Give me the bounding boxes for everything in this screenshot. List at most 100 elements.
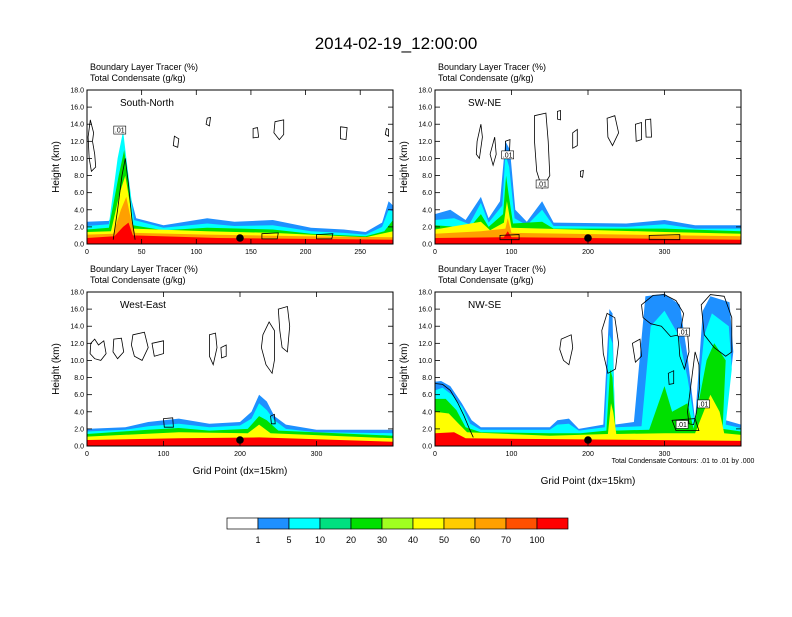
y-axis-label: Height (km) xyxy=(51,141,62,193)
x-tick-label: 0 xyxy=(85,451,89,458)
condensate-contour xyxy=(687,351,701,426)
condensate-contour xyxy=(205,116,211,127)
condensate-footnote: Total Condensate Contours: .01 to .01 by… xyxy=(612,458,755,465)
condensate-contour xyxy=(435,383,474,438)
condensate-contour xyxy=(209,332,218,366)
x-tick-label: 300 xyxy=(311,451,323,458)
panel-subtitle-condensate: Total Condensate (g/kg) xyxy=(438,275,534,285)
panel-subtitle-tracer: Boundary Layer Tracer (%) xyxy=(90,264,198,274)
colorbar-swatch xyxy=(319,517,352,530)
colorbar-label: 40 xyxy=(408,535,418,545)
y-tick-label: 10.0 xyxy=(418,156,432,163)
location-marker xyxy=(236,436,244,444)
condensate-contour xyxy=(606,115,620,147)
y-tick-label: 6.0 xyxy=(422,190,432,197)
y-tick-label: 8.0 xyxy=(422,173,432,180)
y-axis-label: Height (km) xyxy=(399,343,410,395)
panel-3: Boundary Layer Tracer (%)Total Condensat… xyxy=(51,264,394,477)
colorbar-swatch xyxy=(381,517,414,530)
x-tick-label: 50 xyxy=(138,249,146,256)
colorbar-label: 5 xyxy=(286,535,291,545)
colorbar-label: 70 xyxy=(501,535,511,545)
y-tick-label: 2.0 xyxy=(422,224,432,231)
colorbar-label: 60 xyxy=(470,535,480,545)
y-tick-label: 8.0 xyxy=(74,375,84,382)
contour-label-box xyxy=(113,125,127,135)
x-tick-label: 100 xyxy=(158,451,170,458)
colorbar-label: 20 xyxy=(346,535,356,545)
contour-label: .01 xyxy=(677,422,687,429)
condensate-contour xyxy=(87,119,97,173)
panel-2: Boundary Layer Tracer (%)Total Condensat… xyxy=(399,62,742,256)
x-tick-label: 150 xyxy=(245,249,257,256)
colorbar-swatch xyxy=(474,517,507,530)
y-tick-label: 2.0 xyxy=(74,224,84,231)
condensate-contour xyxy=(499,234,520,241)
condensate-contour xyxy=(340,126,348,141)
colorbar-label: 50 xyxy=(439,535,449,545)
contour-label: .01 xyxy=(699,401,709,408)
condensate-contour xyxy=(260,321,275,375)
x-tick-label: 0 xyxy=(85,249,89,256)
y-tick-label: 14.0 xyxy=(418,122,432,129)
location-marker xyxy=(584,234,592,242)
y-tick-label: 0.0 xyxy=(422,444,432,451)
y-tick-label: 10.0 xyxy=(70,156,84,163)
colorbar-swatch xyxy=(505,517,538,530)
contour-label-box xyxy=(697,399,710,409)
colorbar-swatch xyxy=(257,517,290,530)
colorbar-swatch xyxy=(412,517,445,530)
y-tick-label: 2.0 xyxy=(74,426,84,433)
y-tick-label: 18.0 xyxy=(418,290,432,297)
contour-label: .01 xyxy=(679,330,689,337)
condensate-contour xyxy=(220,344,227,359)
panels-group: Boundary Layer Tracer (%)Total Condensat… xyxy=(51,62,742,487)
tracer-fill xyxy=(87,394,393,446)
condensate-contour xyxy=(89,338,107,361)
y-tick-label: 0.0 xyxy=(74,242,84,249)
y-tick-label: 16.0 xyxy=(70,307,84,314)
y-tick-label: 4.0 xyxy=(74,409,84,416)
contour-label-box xyxy=(535,179,549,189)
x-tick-label: 100 xyxy=(190,249,202,256)
panel-subtitle-condensate: Total Condensate (g/kg) xyxy=(438,73,534,83)
colorbar-swatch xyxy=(443,517,476,530)
contour-label-box xyxy=(675,420,689,429)
condensate-contour xyxy=(634,121,642,142)
condensate-contour xyxy=(580,169,584,178)
panel-4: Boundary Layer Tracer (%)Total Condensat… xyxy=(399,264,742,487)
panel-direction-label: SW-NE xyxy=(468,98,501,109)
colorbar-label: 10 xyxy=(315,535,325,545)
x-tick-label: 300 xyxy=(659,451,671,458)
y-tick-label: 18.0 xyxy=(418,88,432,95)
x-tick-label: 100 xyxy=(506,249,518,256)
condensate-contour xyxy=(700,294,733,357)
location-marker xyxy=(236,234,244,242)
panel-subtitle-tracer: Boundary Layer Tracer (%) xyxy=(438,62,546,72)
panel-direction-label: NW-SE xyxy=(468,300,501,311)
condensate-contour xyxy=(270,413,276,425)
colorbar-label: 100 xyxy=(529,535,544,545)
y-tick-label: 16.0 xyxy=(418,307,432,314)
colorbar-swatch xyxy=(536,517,569,530)
contour-label-box xyxy=(677,327,690,337)
condensate-contour xyxy=(384,127,389,137)
x-tick-label: 100 xyxy=(506,451,518,458)
contour-label: .01 xyxy=(537,181,547,188)
condensate-contour xyxy=(489,136,497,167)
y-tick-label: 8.0 xyxy=(74,173,84,180)
contour-label-box xyxy=(501,150,514,160)
condensate-contour xyxy=(277,305,291,353)
plot-area xyxy=(87,90,393,244)
y-tick-label: 12.0 xyxy=(70,139,84,146)
x-tick-label: 200 xyxy=(300,249,312,256)
y-axis-label: Height (km) xyxy=(399,141,410,193)
y-tick-label: 8.0 xyxy=(422,375,432,382)
condensate-contour xyxy=(475,124,483,160)
condensate-contour xyxy=(667,370,675,385)
condensate-contour xyxy=(648,234,681,241)
panel-direction-label: South-North xyxy=(120,98,174,109)
condensate-contour xyxy=(559,334,574,366)
colorbar-swatch xyxy=(350,517,383,530)
